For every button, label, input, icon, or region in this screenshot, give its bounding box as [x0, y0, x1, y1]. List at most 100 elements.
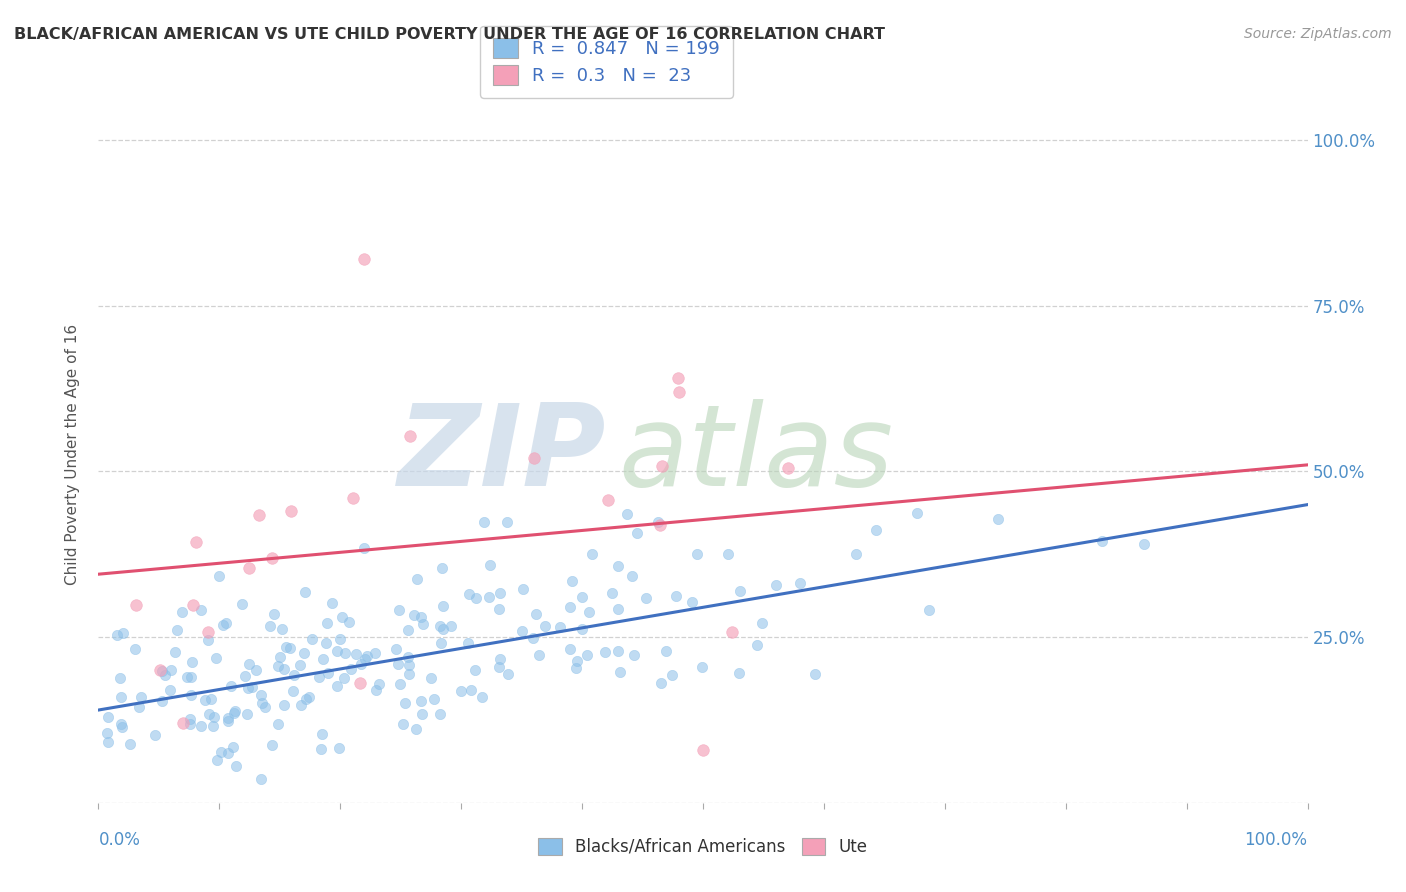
Point: [197, 625, 219, 640]
Text: BLACK/AFRICAN AMERICAN VS UTE CHILD POVERTY UNDER THE AGE OF 16 CORRELATION CHAR: BLACK/AFRICAN AMERICAN VS UTE CHILD POVE…: [14, 27, 884, 42]
Point: [626, 525, 648, 540]
Point: [259, 619, 281, 633]
Point: [202, 710, 225, 724]
Point: [222, 739, 245, 754]
Point: [224, 706, 246, 720]
Point: [621, 569, 644, 583]
Point: [607, 558, 630, 573]
Point: [918, 603, 941, 617]
Point: [159, 682, 181, 697]
Point: [720, 624, 742, 639]
Point: [751, 615, 773, 630]
Point: [271, 622, 294, 636]
Point: [651, 459, 673, 474]
Point: [231, 597, 253, 611]
Point: [634, 591, 657, 606]
Point: [354, 652, 377, 666]
Point: [292, 646, 315, 660]
Point: [316, 615, 339, 630]
Point: [598, 492, 620, 507]
Point: [111, 720, 134, 734]
Point: [666, 371, 689, 385]
Point: [398, 658, 420, 673]
Point: [367, 677, 389, 691]
Point: [217, 710, 239, 724]
Point: [571, 590, 593, 604]
Point: [1133, 537, 1156, 551]
Point: [266, 659, 288, 673]
Point: [478, 558, 501, 572]
Point: [330, 610, 353, 624]
Text: ZIP: ZIP: [398, 400, 606, 510]
Text: atlas: atlas: [619, 400, 893, 510]
Point: [217, 714, 239, 728]
Point: [110, 717, 132, 731]
Point: [181, 598, 204, 612]
Point: [215, 615, 238, 630]
Point: [845, 547, 868, 561]
Point: [200, 691, 222, 706]
Point: [344, 648, 367, 662]
Point: [716, 547, 738, 561]
Point: [198, 706, 221, 721]
Point: [267, 716, 290, 731]
Point: [489, 651, 512, 665]
Point: [512, 582, 534, 596]
Point: [120, 738, 142, 752]
Point: [529, 648, 551, 663]
Point: [280, 641, 302, 656]
Point: [364, 647, 387, 661]
Point: [290, 698, 312, 712]
Point: [96, 725, 118, 739]
Point: [398, 667, 420, 681]
Text: 100.0%: 100.0%: [1244, 830, 1308, 848]
Point: [609, 665, 631, 679]
Point: [432, 599, 454, 613]
Point: [396, 649, 419, 664]
Point: [765, 577, 787, 591]
Point: [163, 644, 186, 658]
Point: [335, 646, 357, 660]
Point: [337, 615, 360, 630]
Point: [803, 666, 825, 681]
Point: [350, 657, 373, 672]
Point: [233, 669, 256, 683]
Point: [128, 699, 150, 714]
Point: [606, 602, 628, 616]
Point: [274, 640, 297, 654]
Point: [464, 591, 486, 605]
Point: [129, 690, 152, 705]
Point: [727, 666, 749, 681]
Point: [987, 512, 1010, 526]
Point: [534, 619, 557, 633]
Point: [524, 607, 547, 622]
Point: [593, 645, 616, 659]
Point: [260, 738, 283, 752]
Point: [110, 671, 132, 685]
Point: [247, 508, 270, 522]
Point: [409, 693, 432, 707]
Point: [356, 648, 378, 663]
Point: [273, 698, 295, 712]
Point: [110, 690, 132, 704]
Point: [690, 660, 713, 674]
Point: [325, 644, 347, 658]
Point: [211, 745, 233, 759]
Point: [561, 574, 583, 588]
Point: [340, 662, 363, 676]
Point: [328, 741, 350, 756]
Point: [440, 619, 463, 633]
Point: [288, 657, 311, 672]
Point: [905, 506, 928, 520]
Point: [172, 606, 194, 620]
Point: [398, 429, 420, 443]
Point: [560, 642, 582, 657]
Point: [190, 603, 212, 617]
Point: [650, 676, 672, 690]
Point: [269, 650, 291, 665]
Point: [295, 692, 318, 706]
Point: [522, 631, 544, 645]
Point: [661, 668, 683, 682]
Point: [225, 759, 247, 773]
Point: [458, 587, 481, 601]
